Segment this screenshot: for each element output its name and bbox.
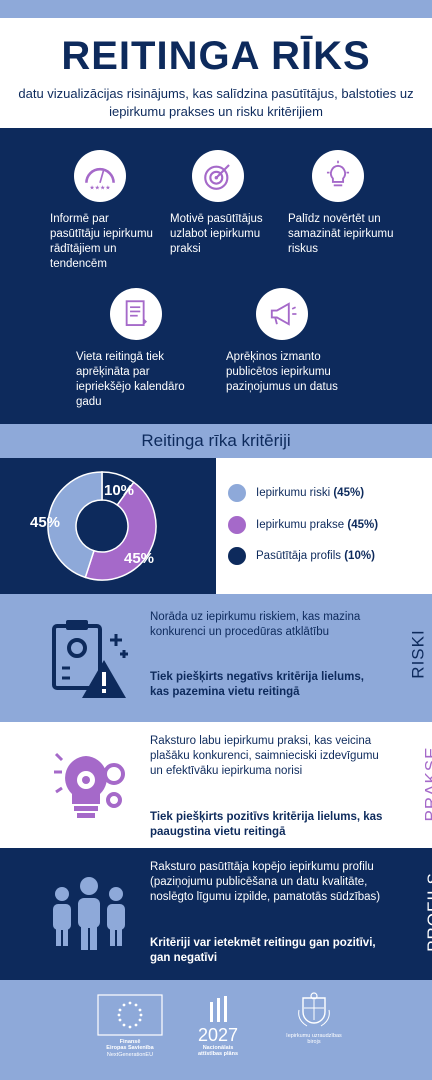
nap-line-2: attīstības plāns [197,1051,239,1057]
section-riski-label-text: RISKI [408,629,428,679]
people-icon [53,877,125,950]
section-prakse-label: PRAKSE [394,747,432,822]
slice-label-prakse: 45% [124,550,155,567]
criteria-title: Reitinga rīka kritēriji [0,424,432,458]
nap-bars-icon [210,996,227,1022]
iub-line-1: Iepirkumu uzraudzības [286,1032,342,1039]
legend-label-prakse: Iepirkumu prakse [256,519,345,531]
lightbulb-icon [312,150,364,202]
legend-label-profils: Pasūtītāja profils [256,550,342,562]
page-title: REITINGA RĪKS [61,34,371,78]
footer: Finansē Eiropas Savienība NextGeneration… [0,980,432,1080]
feature-text-3: Palīdz novērtēt un samazināt iepirkumu r… [288,213,394,255]
legend-label-riski: Iepirkumu riski [256,487,331,499]
header: REITINGA RĪKS datu vizualizācijas risinā… [0,18,432,128]
svg-text:★★★★: ★★★★ [89,185,110,192]
section-profils-label-text: PROFILS [423,872,432,952]
section-riski-label: RISKI [394,629,428,678]
slice-label-riski: 45% [30,514,61,531]
feature-text-1: Informē par pasūtītāju iepirkumu rādītāj… [50,213,153,270]
legend-item-prakse: Iepirkumu prakse (45%) [228,516,378,534]
eu-line-1: Finansē [119,1038,141,1045]
section-profils: Raksturo pasūtītāja kopējo iepirkumu pro… [0,848,432,980]
section-profils-label: PROFILS [394,872,432,952]
clipboard-warning-icon [52,620,128,698]
page-subtitle: datu vizualizācijas risinājums, kas salī… [18,86,414,119]
chart-legend: Iepirkumu riski (45%) Iepirkumu prakse (… [216,458,432,594]
target-arrow-icon [192,150,244,202]
section-profils-bold: Kritēriji var ietekmēt reitingu gan pozi… [150,937,376,964]
section-prakse: Raksturo labu iepirkumu praksi, kas veic… [0,722,432,848]
section-riski: Norāda uz iepirkumu riskiem, kas mazina … [0,594,432,722]
legend-dot-riski [228,484,246,502]
legend-item-riski: Iepirkumu riski (45%) [228,484,364,502]
legend-item-profils: Pasūtītāja profils (10%) [228,547,375,565]
document-icon [110,288,162,340]
eu-flag-icon [97,994,163,1036]
feature-text-2: Motivē pasūtītājus uzlabot iepirkumu pra… [170,213,263,255]
legend-dot-profils [228,547,246,565]
bulb-gears-icon [54,752,125,818]
gauge-stars-icon: ★★★★ [74,150,126,202]
legend-value-prakse: (45%) [347,519,379,531]
legend-dot-prakse [228,516,246,534]
iub-logo: Iepirkumu uzraudzības birojs [282,992,346,1046]
nap-line-1: Nacionālais [202,1044,234,1051]
eu-line-2: Eiropas Savienība [106,1045,154,1051]
donut-slice-riski [47,471,103,579]
eu-logo: Finansē Eiropas Savienība NextGeneration… [94,994,166,1058]
section-prakse-text: Raksturo labu iepirkumu praksi, kas veic… [150,735,379,777]
section-prakse-bold: Tiek piešķirts pozitīvs kritērija lielum… [150,811,383,838]
legend-value-riski: (45%) [333,487,365,499]
nap-year: 2027 [197,1024,239,1045]
iub-line-2: birojs [307,1039,321,1045]
megaphone-icon [256,288,308,340]
section-profils-text: Raksturo pasūtītāja kopējo iepirkumu pro… [150,861,381,903]
coat-of-arms-icon [298,992,330,1027]
nap-logo: 2027 Nacionālais attīstības plāns [190,996,246,1058]
features-panel: ★★★★ Informē par pasūtītāju iepirkumu rā… [0,128,432,424]
section-riski-text: Norāda uz iepirkumu riskiem, kas mazina … [150,611,361,638]
feature-text-4: Vieta reitingā tiek aprēķināta par iepri… [76,351,185,408]
legend-value-profils: (10%) [344,550,375,562]
feature-text-5: Aprēķinos izmanto publicētos iepirkumu p… [226,351,338,393]
eu-line-3: NextGenerationEU [106,1051,154,1058]
section-riski-bold: Tiek piešķirts negatīvs kritērija lielum… [150,671,364,698]
slice-label-profils: 10% [104,482,135,499]
donut-slice-prakse [84,481,157,581]
section-prakse-label-text: PRAKSE [421,746,432,822]
top-strip [0,0,432,18]
donut-chart [47,471,157,581]
